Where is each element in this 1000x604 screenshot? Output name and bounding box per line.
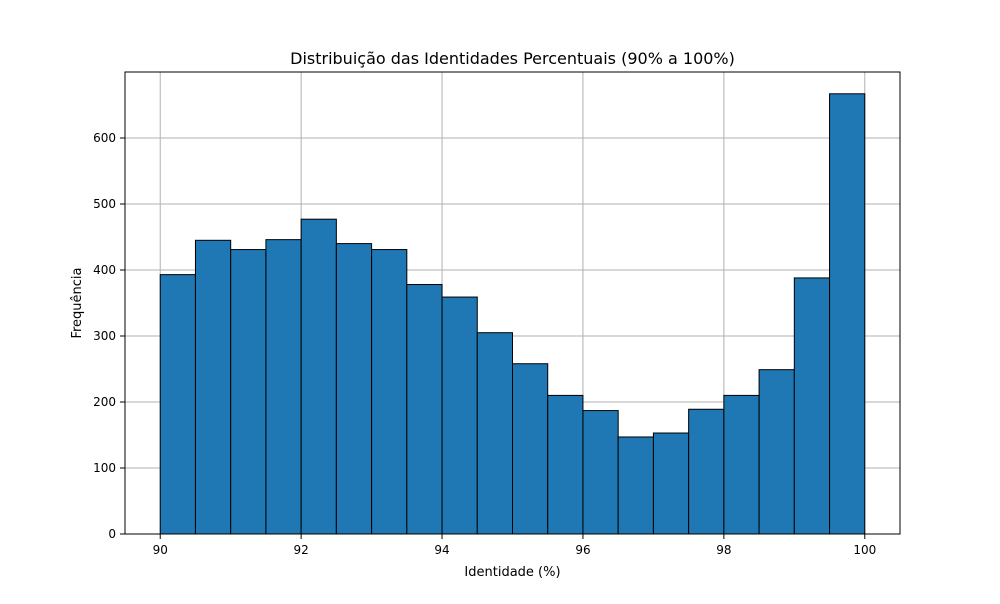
histogram-bar: [582, 410, 619, 535]
histogram-bar: [793, 277, 831, 535]
histogram-bar: [371, 249, 408, 535]
histogram-bar: [265, 239, 302, 535]
histogram-bar: [300, 218, 337, 535]
y-tick-label: 100: [93, 461, 116, 475]
y-tick-label: 0: [108, 527, 116, 541]
plot-frame: [124, 71, 901, 535]
histogram-bar: [829, 93, 866, 535]
x-axis-label: Identidade (%): [464, 565, 560, 580]
histogram-bar: [476, 332, 514, 535]
histogram-bar: [688, 408, 725, 535]
x-tick-label: 92: [293, 543, 308, 557]
histogram-bar: [406, 284, 443, 535]
histogram-bar: [159, 274, 196, 535]
histogram-bar: [335, 243, 373, 535]
histogram-bar: [512, 363, 549, 535]
y-axis-label: Frequência: [70, 267, 85, 338]
y-tick-label: 300: [93, 329, 116, 343]
x-tick-label: 90: [153, 543, 168, 557]
axis-ticks: 90 92 94 96 98 100 0 100 200 300 400 500 600: [93, 131, 876, 557]
histogram-bar: [617, 436, 654, 535]
histogram-bar: [652, 432, 690, 535]
histogram-bar: [194, 239, 232, 535]
x-tick-label: 96: [575, 543, 590, 557]
x-tick-label: 100: [853, 543, 876, 557]
y-tick-label: 500: [93, 197, 116, 211]
histogram-bar: [758, 369, 795, 535]
chart-title: Distribuição das Identidades Percentuais…: [290, 49, 735, 68]
histogram-bar: [441, 296, 478, 535]
y-tick-label: 400: [93, 263, 116, 277]
y-tick-label: 600: [93, 131, 116, 145]
x-tick-label: 98: [716, 543, 731, 557]
histogram-bar: [723, 394, 760, 535]
x-tick-label: 94: [434, 543, 449, 557]
y-tick-label: 200: [93, 395, 116, 409]
histogram-bar: [230, 249, 267, 535]
histogram-bars: [159, 93, 866, 535]
histogram-bar: [547, 394, 584, 535]
